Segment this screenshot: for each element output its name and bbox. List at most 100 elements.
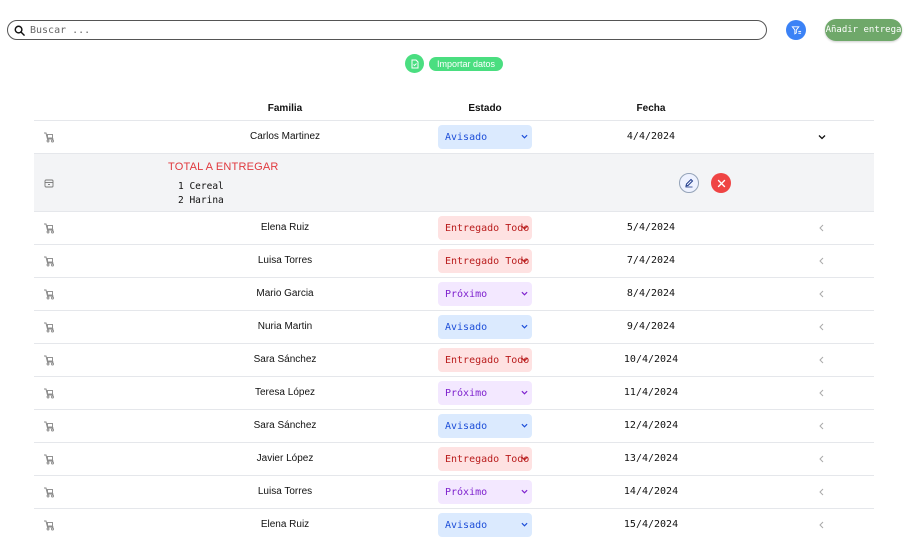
chevron-left-icon[interactable] [817, 322, 827, 332]
delete-button[interactable] [711, 173, 731, 193]
total-title: TOTAL A ENTREGAR [168, 161, 279, 173]
chevron-down-icon [521, 357, 528, 362]
file-icon [411, 59, 418, 68]
search-box[interactable] [7, 20, 767, 40]
delivery-date: 10/4/2024 [623, 354, 679, 365]
table-row[interactable]: Teresa López Próximo 11/4/2024 [34, 377, 874, 410]
top-bar: Añadir entrega [0, 0, 913, 60]
status-select[interactable]: Avisado [438, 414, 532, 438]
chevron-down-icon [521, 456, 528, 461]
status-select[interactable]: Avisado [438, 125, 532, 149]
status-value: Próximo [445, 387, 488, 399]
family-name: Luisa Torres [257, 255, 313, 266]
status-select[interactable]: Entregado Todo [438, 348, 532, 372]
status-select[interactable]: Próximo [438, 480, 532, 504]
status-value: Avisado [445, 321, 488, 333]
chevron-down-icon[interactable] [817, 132, 827, 142]
family-name: Sara Sánchez [253, 420, 317, 431]
table-header: Familia Estado Fecha [34, 96, 874, 121]
delivery-cart-icon [44, 388, 54, 399]
table-row[interactable]: Elena Ruiz Avisado 15/4/2024 [34, 509, 874, 541]
delivery-cart-icon [44, 421, 54, 432]
chevron-left-icon[interactable] [817, 223, 827, 233]
family-name: Elena Ruiz [260, 519, 310, 530]
family-name: Mario Garcia [256, 288, 314, 299]
table-row[interactable]: Mario Garcia Próximo 8/4/2024 [34, 278, 874, 311]
status-select[interactable]: Avisado [438, 513, 532, 537]
chevron-left-icon[interactable] [817, 421, 827, 431]
delivery-cart-icon [44, 289, 54, 300]
status-select[interactable]: Avisado [438, 315, 532, 339]
table-row[interactable]: Sara Sánchez Avisado 12/4/2024 [34, 410, 874, 443]
chevron-down-icon [521, 423, 528, 428]
chevron-left-icon[interactable] [817, 454, 827, 464]
import-area: Importar datos [405, 54, 504, 73]
search-input[interactable] [30, 24, 730, 36]
status-value: Entregado Todo [445, 222, 530, 234]
table-row[interactable]: Sara Sánchez Entregado Todo 10/4/2024 [34, 344, 874, 377]
import-data-button[interactable]: Importar datos [429, 56, 504, 71]
header-date: Fecha [636, 103, 666, 114]
delivery-date: 15/4/2024 [623, 519, 679, 530]
chevron-down-icon [521, 390, 528, 395]
table-row[interactable]: Luisa Torres Próximo 14/4/2024 [34, 476, 874, 509]
family-name: Luisa Torres [257, 486, 313, 497]
status-select[interactable]: Próximo [438, 381, 532, 405]
status-select[interactable]: Próximo [438, 282, 532, 306]
close-icon [717, 179, 725, 187]
table-row[interactable]: Javier López Entregado Todo 13/4/2024 [34, 443, 874, 476]
delivery-cart-icon [44, 132, 54, 143]
header-status: Estado [468, 103, 502, 114]
delivery-date: 4/4/2024 [626, 131, 676, 142]
status-select[interactable]: Entregado Todo [438, 249, 532, 273]
delivery-date: 7/4/2024 [626, 255, 676, 266]
delivery-date: 11/4/2024 [623, 387, 679, 398]
header-family: Familia [267, 103, 303, 114]
list-item: 2 Harina [178, 195, 224, 206]
chevron-left-icon[interactable] [817, 256, 827, 266]
table-row[interactable]: Elena Ruiz Entregado Todo 5/4/2024 [34, 212, 874, 245]
chevron-down-icon [521, 522, 528, 527]
table-row[interactable]: Carlos Martinez Avisado 4/4/2024 [34, 121, 874, 154]
delivery-cart-icon [44, 454, 54, 465]
delivery-cart-icon [44, 223, 54, 234]
status-value: Avisado [445, 519, 488, 531]
import-file-button[interactable] [405, 54, 424, 73]
status-select[interactable]: Entregado Todo [438, 447, 532, 471]
list-item: 1 Cereal [178, 181, 224, 192]
chevron-down-icon [521, 225, 528, 230]
add-delivery-button[interactable]: Añadir entrega [825, 19, 902, 41]
chevron-down-icon [521, 489, 528, 494]
deliveries-table: Familia Estado Fecha Carlos Martinez Avi… [34, 96, 874, 541]
table-row[interactable]: Nuria Martin Avisado 9/4/2024 [34, 311, 874, 344]
chevron-left-icon[interactable] [817, 520, 827, 530]
chevron-left-icon[interactable] [817, 487, 827, 497]
family-name: Nuria Martin [257, 321, 313, 332]
filter-button[interactable] [786, 20, 806, 40]
delivery-date: 12/4/2024 [623, 420, 679, 431]
table-row[interactable]: Luisa Torres Entregado Todo 7/4/2024 [34, 245, 874, 278]
item-list: 1 Cereal 2 Harina [178, 180, 224, 208]
delivery-date: 8/4/2024 [626, 288, 676, 299]
search-icon [14, 25, 25, 36]
package-icon [44, 179, 54, 188]
status-select[interactable]: Entregado Todo [438, 216, 532, 240]
filter-icon [790, 25, 801, 35]
chevron-left-icon[interactable] [817, 289, 827, 299]
chevron-left-icon[interactable] [817, 388, 827, 398]
table-body: Carlos Martinez Avisado 4/4/2024 TOTAL A… [34, 121, 874, 541]
family-name: Elena Ruiz [260, 222, 310, 233]
status-value: Entregado Todo [445, 255, 530, 267]
chevron-down-icon [521, 258, 528, 263]
delivery-date: 14/4/2024 [623, 486, 679, 497]
delivery-date: 9/4/2024 [626, 321, 676, 332]
chevron-down-icon [521, 291, 528, 296]
status-value: Avisado [445, 131, 488, 143]
chevron-down-icon [521, 134, 528, 139]
edit-button[interactable] [679, 173, 699, 193]
delivery-cart-icon [44, 520, 54, 531]
chevron-left-icon[interactable] [817, 355, 827, 365]
status-value: Avisado [445, 420, 488, 432]
status-value: Próximo [445, 288, 488, 300]
status-value: Próximo [445, 486, 488, 498]
